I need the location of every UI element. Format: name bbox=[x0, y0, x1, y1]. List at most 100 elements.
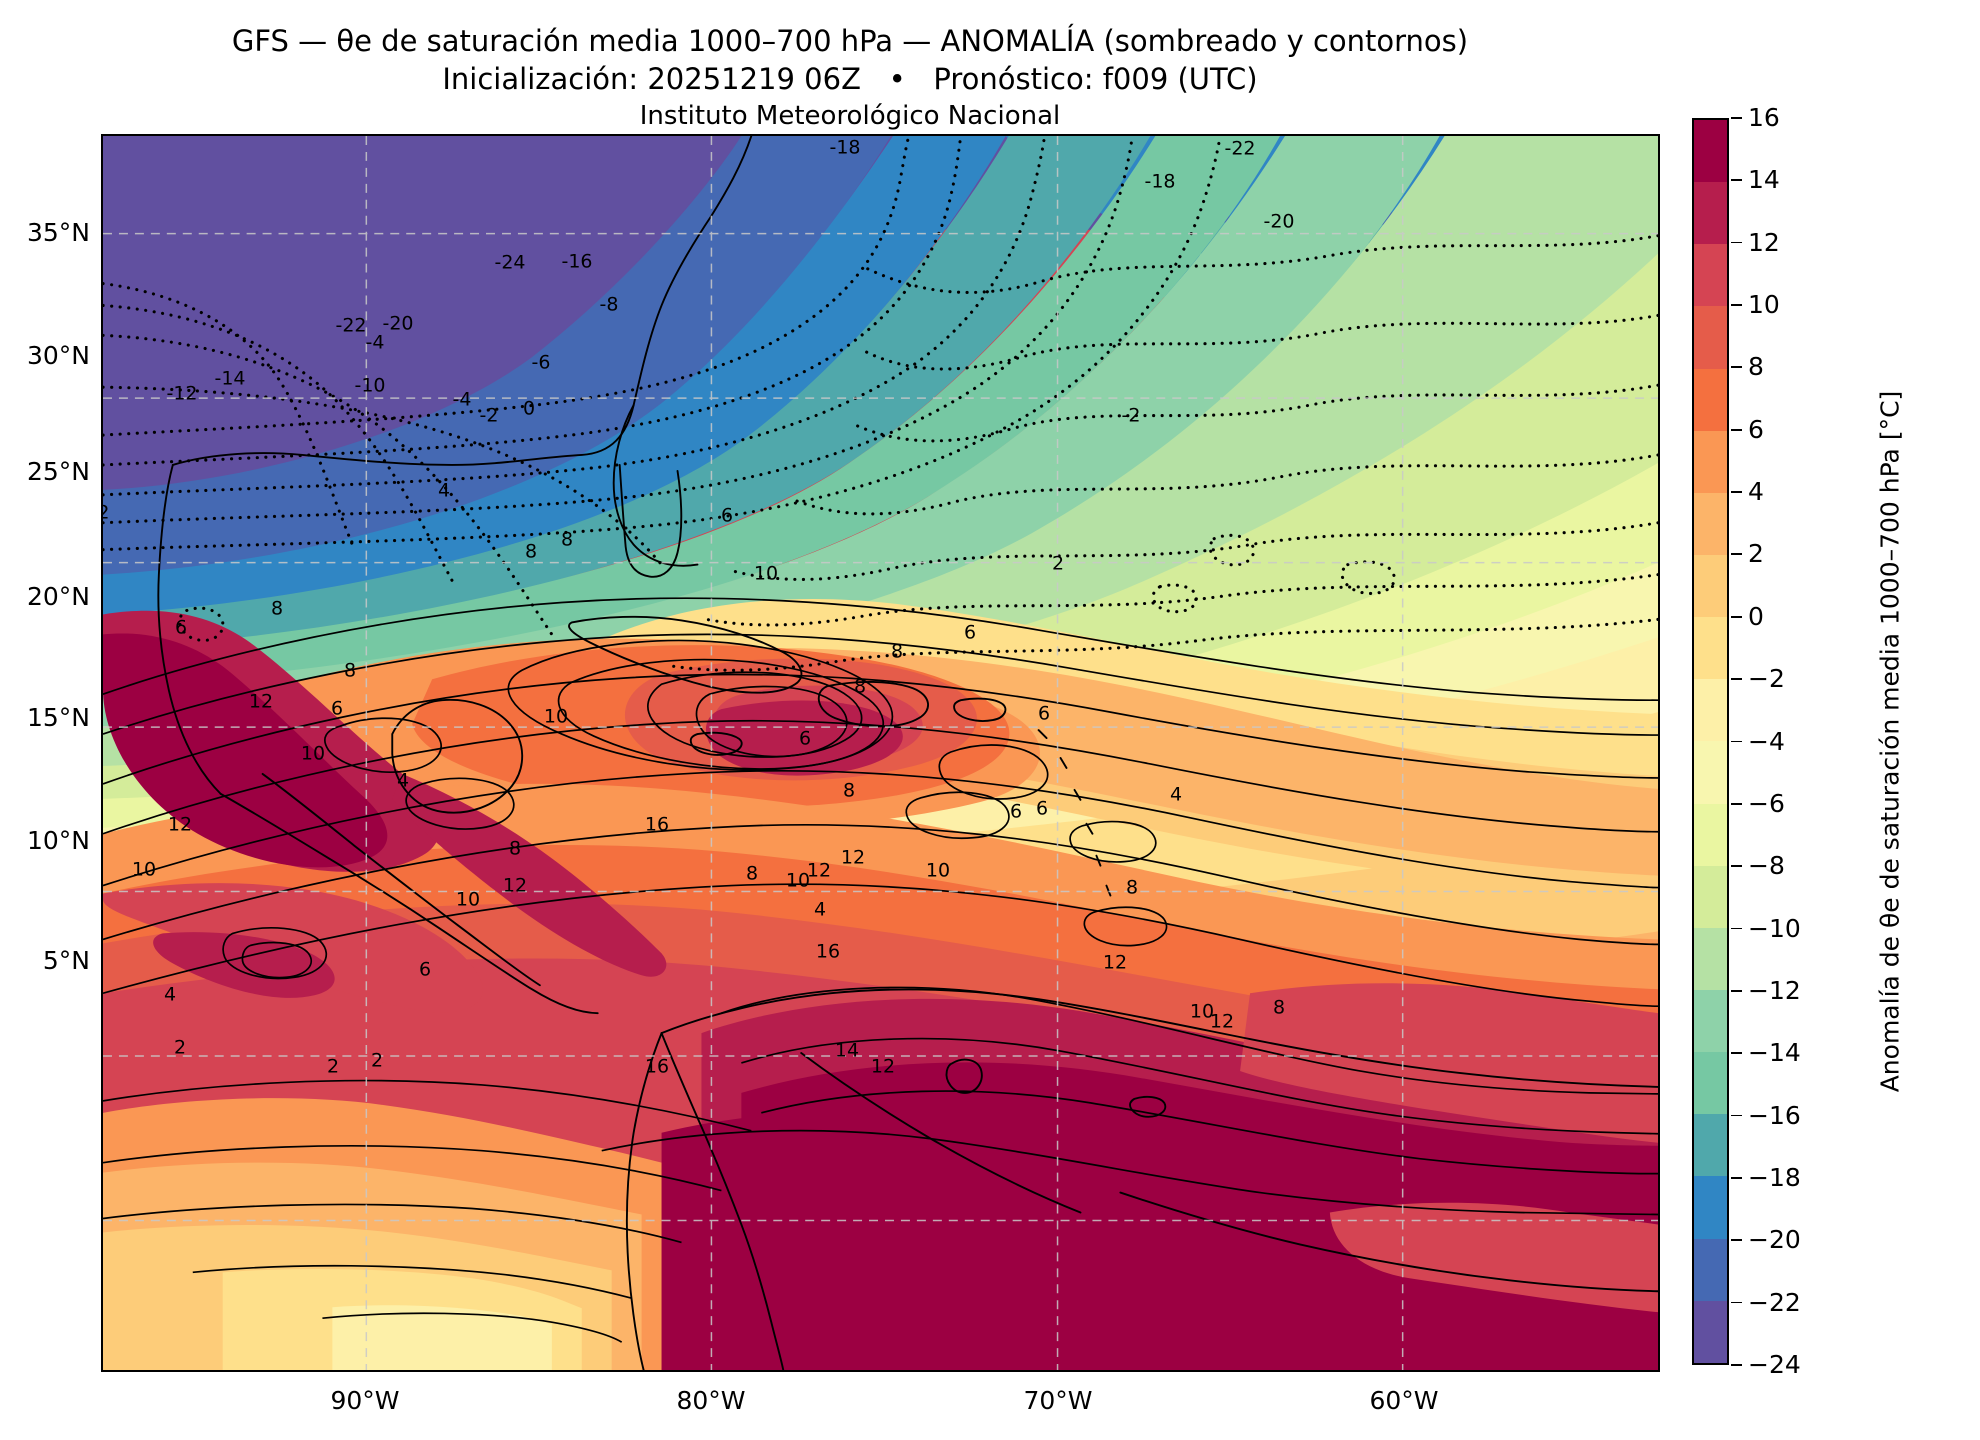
colorbar-ticklabel: −8 bbox=[1748, 853, 1785, 878]
x-ticklabel-80W: 80°W bbox=[626, 1388, 796, 1413]
contour-label: 10 bbox=[129, 861, 159, 880]
colorbar-band bbox=[1694, 369, 1727, 431]
contour-label: 16 bbox=[813, 943, 843, 962]
colorbar-band bbox=[1694, 244, 1727, 306]
colorbar-tickmark bbox=[1731, 242, 1742, 244]
contour-label: 2 bbox=[171, 1039, 189, 1058]
contour-label: 6 bbox=[1033, 800, 1051, 819]
colorbar-band bbox=[1694, 679, 1727, 741]
contour-label: 8 bbox=[268, 600, 286, 619]
contour-label: -16 bbox=[558, 253, 595, 272]
colorbar-ticklabel: −18 bbox=[1748, 1165, 1801, 1190]
contour-label: -20 bbox=[379, 315, 416, 334]
colorbar-tickmark bbox=[1731, 678, 1742, 680]
colorbar-ticklabel: 16 bbox=[1748, 105, 1780, 130]
contour-label: 12 bbox=[868, 1058, 898, 1077]
colorbar-ticklabel: 0 bbox=[1748, 604, 1764, 629]
y-ticklabel-30N: 30°N bbox=[0, 343, 90, 368]
contour-label: 12 bbox=[246, 693, 276, 712]
contour-label: -20 bbox=[1096, 134, 1133, 137]
contour-label: 10 bbox=[923, 862, 953, 881]
contour-label: 8 bbox=[1123, 879, 1141, 898]
colorbar-tickmark bbox=[1731, 865, 1742, 867]
figure-title-run: Inicialización: 20251219 06Z • Pronóstic… bbox=[0, 60, 1700, 98]
colorbar-tickmark bbox=[1731, 491, 1742, 493]
colorbar-band bbox=[1694, 1239, 1727, 1301]
x-ticklabel-90W: 90°W bbox=[280, 1388, 450, 1413]
contour-label: -22 bbox=[1221, 140, 1258, 159]
contour-label: 2 bbox=[1049, 555, 1067, 574]
contour-label: 8 bbox=[506, 840, 524, 859]
contour-label: -6 bbox=[529, 354, 554, 373]
x-ticklabel-70W: 70°W bbox=[973, 1388, 1143, 1413]
colorbar-ticklabel: −24 bbox=[1748, 1352, 1801, 1377]
contour-label: 12 bbox=[500, 877, 530, 896]
contour-label: 6 bbox=[1007, 803, 1025, 822]
colorbar-band bbox=[1694, 866, 1727, 928]
contour-label: -2 bbox=[101, 504, 112, 523]
contour-label: 8 bbox=[522, 543, 540, 562]
colorbar-band bbox=[1694, 182, 1727, 244]
colorbar-tickmark bbox=[1731, 1302, 1742, 1304]
colorbar-band bbox=[1694, 928, 1727, 990]
contour-label: -4 bbox=[450, 391, 475, 410]
contour-label: -18 bbox=[1141, 173, 1178, 192]
colorbar-band bbox=[1694, 1114, 1727, 1176]
contour-label: -2 bbox=[1119, 407, 1144, 426]
colorbar-band bbox=[1694, 1301, 1727, 1363]
contour-label: 10 bbox=[751, 565, 781, 584]
contour-label: 6 bbox=[961, 624, 979, 643]
colorbar-ticklabel: −22 bbox=[1748, 1290, 1801, 1315]
colorbar-ticklabel: −16 bbox=[1748, 1103, 1801, 1128]
contour-label: 0 bbox=[520, 400, 538, 419]
contour-label: 12 bbox=[838, 849, 868, 868]
contour-label: 8 bbox=[743, 865, 761, 884]
contour-label: 6 bbox=[328, 700, 346, 719]
colorbar-ticklabel: 4 bbox=[1748, 479, 1764, 504]
colorbar-ticklabel: 8 bbox=[1748, 354, 1764, 379]
colorbar-band bbox=[1694, 617, 1727, 679]
contour-label: 10 bbox=[453, 891, 483, 910]
colorbar-tickmark bbox=[1731, 1364, 1742, 1366]
contour-label-layer: -24-22-20-20-18-18-18-18-24-16-22-20-8-1… bbox=[103, 136, 1658, 1370]
colorbar-ticklabel: −12 bbox=[1748, 978, 1801, 1003]
colorbar-tickmark bbox=[1731, 179, 1742, 181]
contour-label: 2 bbox=[368, 1052, 386, 1071]
y-ticklabel-10N: 10°N bbox=[0, 828, 90, 853]
colorbar-tickmark bbox=[1731, 1052, 1742, 1054]
contour-label: 12 bbox=[165, 816, 195, 835]
y-ticklabel-15N: 15°N bbox=[0, 705, 90, 730]
colorbar-ticklabel: −2 bbox=[1748, 666, 1785, 691]
colorbar-band bbox=[1694, 493, 1727, 555]
colorbar-tickmark bbox=[1731, 553, 1742, 555]
map-axes: -24-22-20-20-18-18-18-18-24-16-22-20-8-1… bbox=[101, 134, 1660, 1372]
colorbar-title: Anomalía de θe de saturación media 1000–… bbox=[1870, 118, 1910, 1365]
contour-label: 12 bbox=[1100, 954, 1130, 973]
contour-label: 10 bbox=[298, 745, 328, 764]
contour-label: 4 bbox=[435, 482, 453, 501]
colorbar-band bbox=[1694, 431, 1727, 493]
colorbar bbox=[1692, 118, 1729, 1365]
contour-label: -10 bbox=[351, 377, 388, 396]
colorbar-tickmark bbox=[1731, 803, 1742, 805]
contour-label: -20 bbox=[1260, 213, 1297, 232]
contour-label: -4 bbox=[363, 334, 388, 353]
colorbar-ticklabel: −20 bbox=[1748, 1227, 1801, 1252]
contour-label: 10 bbox=[541, 708, 571, 727]
y-ticklabel-35N: 35°N bbox=[0, 220, 90, 245]
colorbar-tickmark bbox=[1731, 741, 1742, 743]
colorbar-tickmark bbox=[1731, 304, 1742, 306]
colorbar-tickmark bbox=[1731, 990, 1742, 992]
contour-label: -8 bbox=[597, 296, 622, 315]
colorbar-band bbox=[1694, 306, 1727, 368]
colorbar-ticklabel: 12 bbox=[1748, 230, 1780, 255]
contour-label: -18 bbox=[826, 139, 863, 158]
contour-label: 6 bbox=[796, 730, 814, 749]
colorbar-band bbox=[1694, 555, 1727, 617]
contour-label: 8 bbox=[341, 662, 359, 681]
colorbar-band bbox=[1694, 120, 1727, 182]
figure-root: GFS — θe de saturación media 1000–700 hP… bbox=[0, 0, 1980, 1440]
contour-label: 6 bbox=[1035, 705, 1053, 724]
contour-label: 12 bbox=[1207, 1013, 1237, 1032]
contour-label: 6 bbox=[416, 961, 434, 980]
